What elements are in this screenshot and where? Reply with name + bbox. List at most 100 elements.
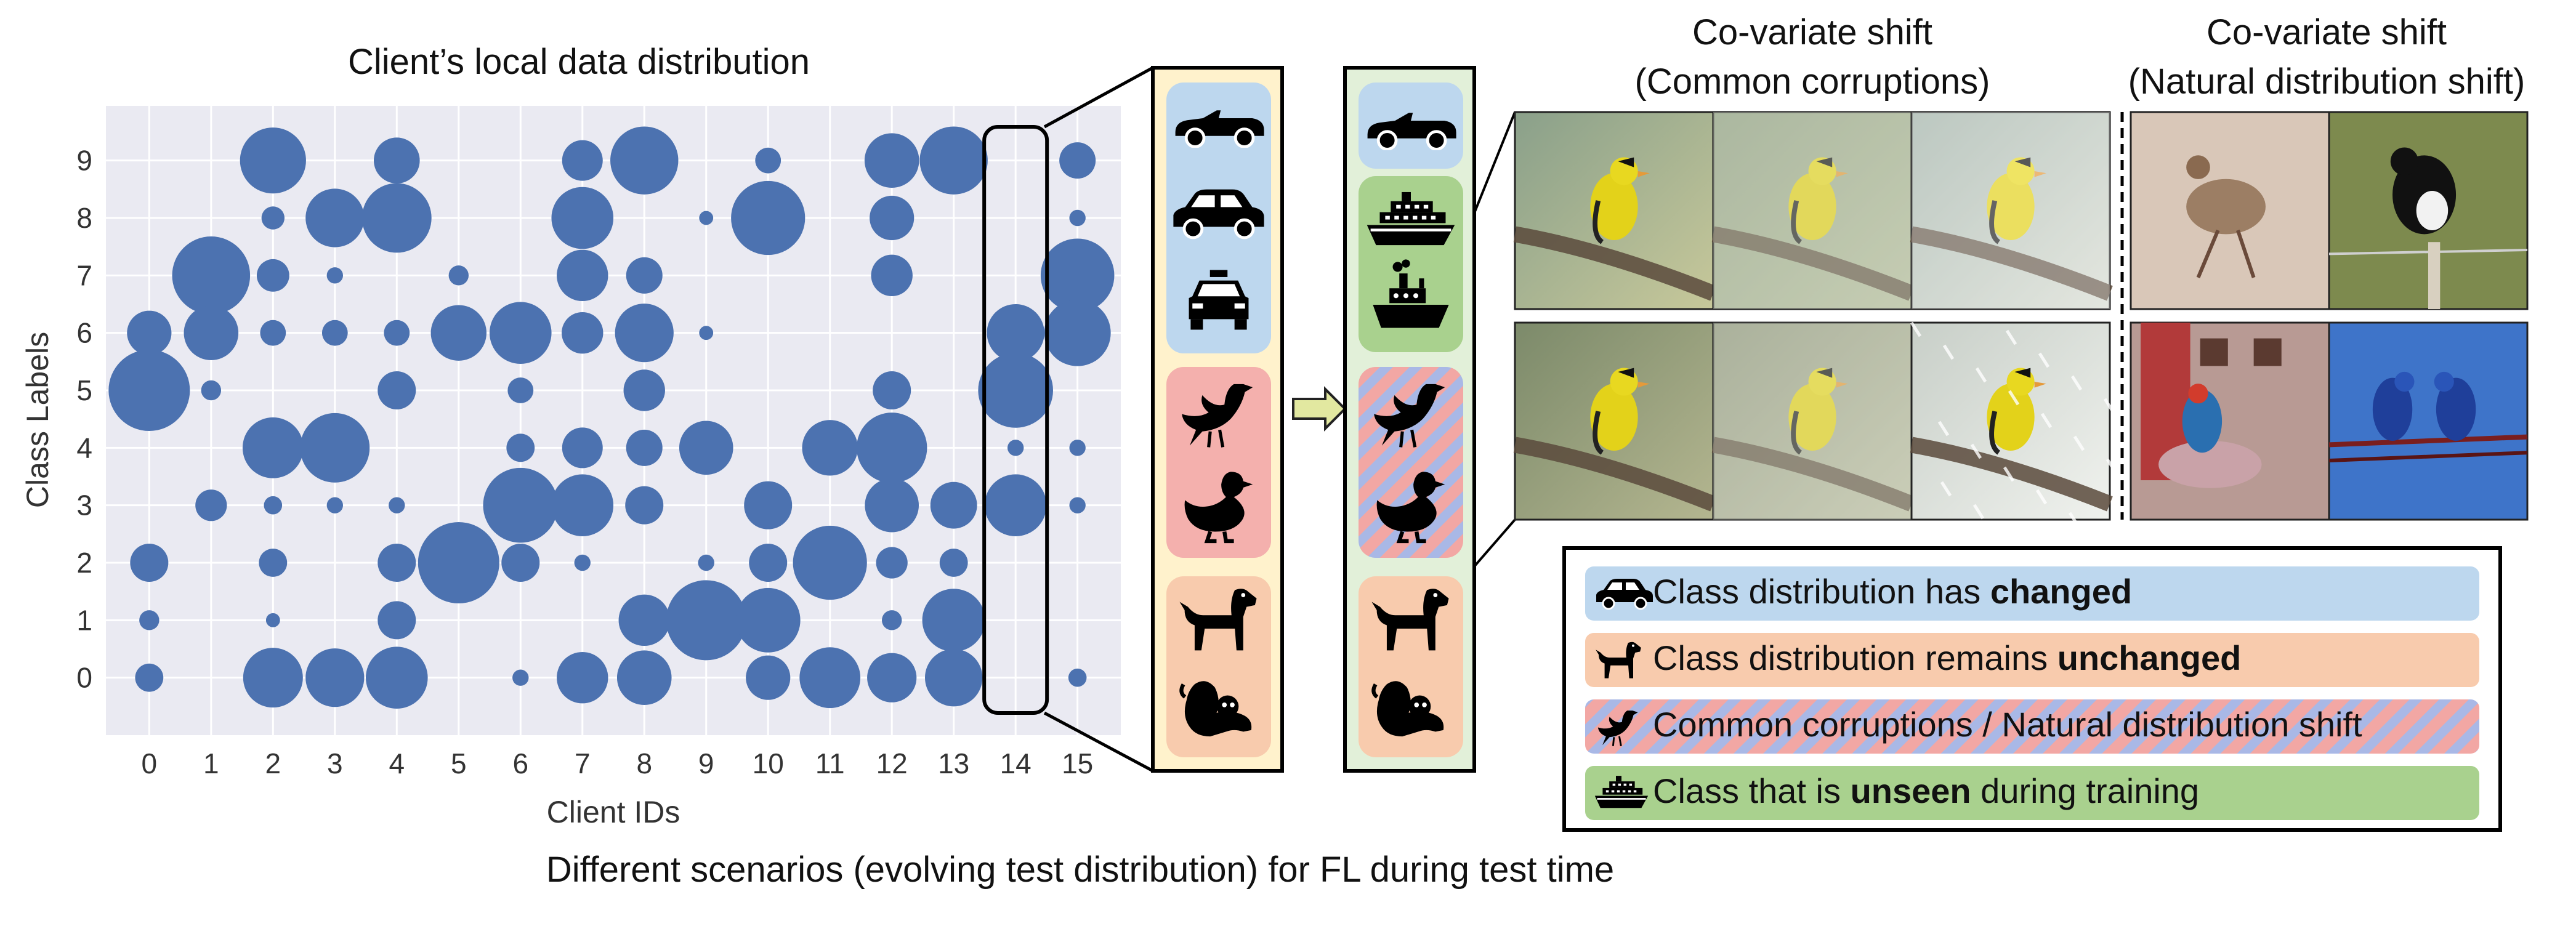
x-tick-label: 9	[698, 747, 714, 779]
bubble-point	[259, 549, 288, 577]
bubble-point	[930, 481, 977, 529]
x-tick-label: 0	[142, 747, 158, 779]
x-tick-label: 7	[575, 747, 591, 779]
bubble-point	[574, 554, 591, 571]
legend-item-label: Class distribution has changed	[1653, 572, 2132, 611]
bubble-point	[1040, 238, 1115, 313]
corrupted-image-grid	[1513, 111, 2118, 528]
x-tick-label: 5	[451, 747, 467, 779]
bubble-point	[666, 580, 746, 661]
bubble-point	[625, 486, 664, 525]
bubble-point	[876, 547, 908, 579]
bubble-point	[430, 305, 487, 361]
bubble-point	[870, 195, 915, 241]
chart-title: Client’s local data distribution	[348, 42, 810, 82]
bubble-point	[260, 320, 286, 346]
bubble-point	[242, 417, 304, 478]
bubble-point	[261, 206, 285, 230]
zoom-line-photos-bottom	[1473, 518, 1516, 568]
y-tick-label: 5	[76, 374, 92, 406]
zoom-line-top	[1043, 66, 1154, 129]
bubble-point	[195, 489, 227, 521]
bubble-point	[512, 669, 529, 686]
x-tick-labels: 0 1 2 3 4 5 6 7 8 9 10 11 12 13 14 15	[142, 747, 1094, 779]
bubble-point	[864, 133, 919, 188]
bubble-point	[448, 265, 469, 286]
y-tick-label: 6	[76, 317, 92, 349]
bubble-point	[551, 187, 614, 249]
bubble-point	[240, 127, 306, 194]
bubble-point	[321, 320, 348, 346]
bubble-point	[871, 254, 913, 297]
goldfinch-frost	[1910, 111, 2113, 310]
bubble-point	[378, 544, 416, 582]
corruptions-title-line1: Co-variate shift	[1692, 12, 1932, 52]
y-axis-label: Class Labels	[20, 332, 55, 508]
zoom-line-photos-top	[1473, 111, 1516, 214]
bubble-point	[135, 663, 164, 692]
bubble-point	[243, 648, 303, 708]
bubble-point	[507, 377, 534, 403]
bubble-point	[1007, 440, 1024, 456]
bubble-point	[557, 249, 608, 302]
bubble-point	[326, 497, 344, 513]
goldfinch-fog	[1711, 111, 1915, 310]
bubble-point	[881, 610, 902, 630]
bubble-point	[679, 421, 733, 475]
bubble-point	[755, 147, 781, 174]
corruptions-title-line2: (Common corruptions)	[1635, 62, 1990, 102]
bubble-point	[127, 310, 172, 355]
bubble-point	[501, 544, 540, 582]
transition-arrow	[1292, 386, 1347, 432]
y-tick-label: 1	[76, 604, 92, 636]
x-tick-label: 13	[938, 747, 969, 779]
bubble-point	[610, 126, 679, 195]
x-tick-label: 3	[327, 747, 343, 779]
bubble-point	[483, 467, 559, 543]
bubble-point	[731, 180, 806, 256]
x-tick-label: 2	[265, 747, 281, 779]
bubble-point	[799, 647, 861, 709]
y-tick-labels: 0 1 2 3 4 5 6 7 8 9	[76, 145, 92, 694]
legend-item: Class that is unseen during training	[1585, 766, 2479, 820]
y-tick-label: 0	[76, 662, 92, 694]
bubble-point	[1069, 209, 1086, 227]
bubble-point	[256, 259, 289, 292]
bubble-point	[749, 544, 788, 582]
y-tick-label: 4	[76, 432, 92, 464]
bubble-point	[139, 610, 159, 630]
bubble-point	[746, 655, 791, 700]
bubble-point	[698, 554, 714, 571]
legend: Class distribution has changed Class dist…	[1562, 546, 2502, 832]
goldfinch-contrast	[1711, 321, 1915, 521]
bubble-point	[984, 474, 1047, 536]
legend-item-label: Class distribution remains unchanged	[1653, 638, 2241, 677]
y-tick-label: 9	[76, 145, 92, 177]
bubble-point	[1069, 440, 1086, 456]
bubble-point	[365, 646, 428, 709]
bubble-point	[326, 267, 344, 284]
bubble-point	[201, 380, 222, 401]
y-tick-label: 7	[76, 259, 92, 291]
y-tick-label: 2	[76, 547, 92, 579]
legend-item-label: Common corruptions / Natural distributio…	[1653, 705, 2362, 744]
legend-item: Common corruptions / Natural distributio…	[1585, 699, 2479, 754]
magpie-photo	[2328, 111, 2529, 310]
bubble-point	[623, 369, 665, 411]
bubble-point	[378, 601, 416, 640]
x-tick-label: 4	[389, 747, 405, 779]
bubble-point	[867, 653, 917, 703]
y-tick-label: 3	[76, 489, 92, 521]
test-panel	[1343, 66, 1476, 773]
bubble-point	[418, 522, 499, 603]
bubble-point	[378, 371, 416, 409]
bubble-point	[987, 304, 1044, 362]
x-tick-label: 8	[636, 747, 652, 779]
x-tick-label: 10	[753, 747, 784, 779]
bubble-point	[922, 589, 985, 652]
bubble-point	[615, 304, 674, 363]
zoom-line-bottom	[1043, 711, 1154, 773]
bubble-point	[802, 420, 858, 476]
bubble-point	[389, 497, 405, 513]
